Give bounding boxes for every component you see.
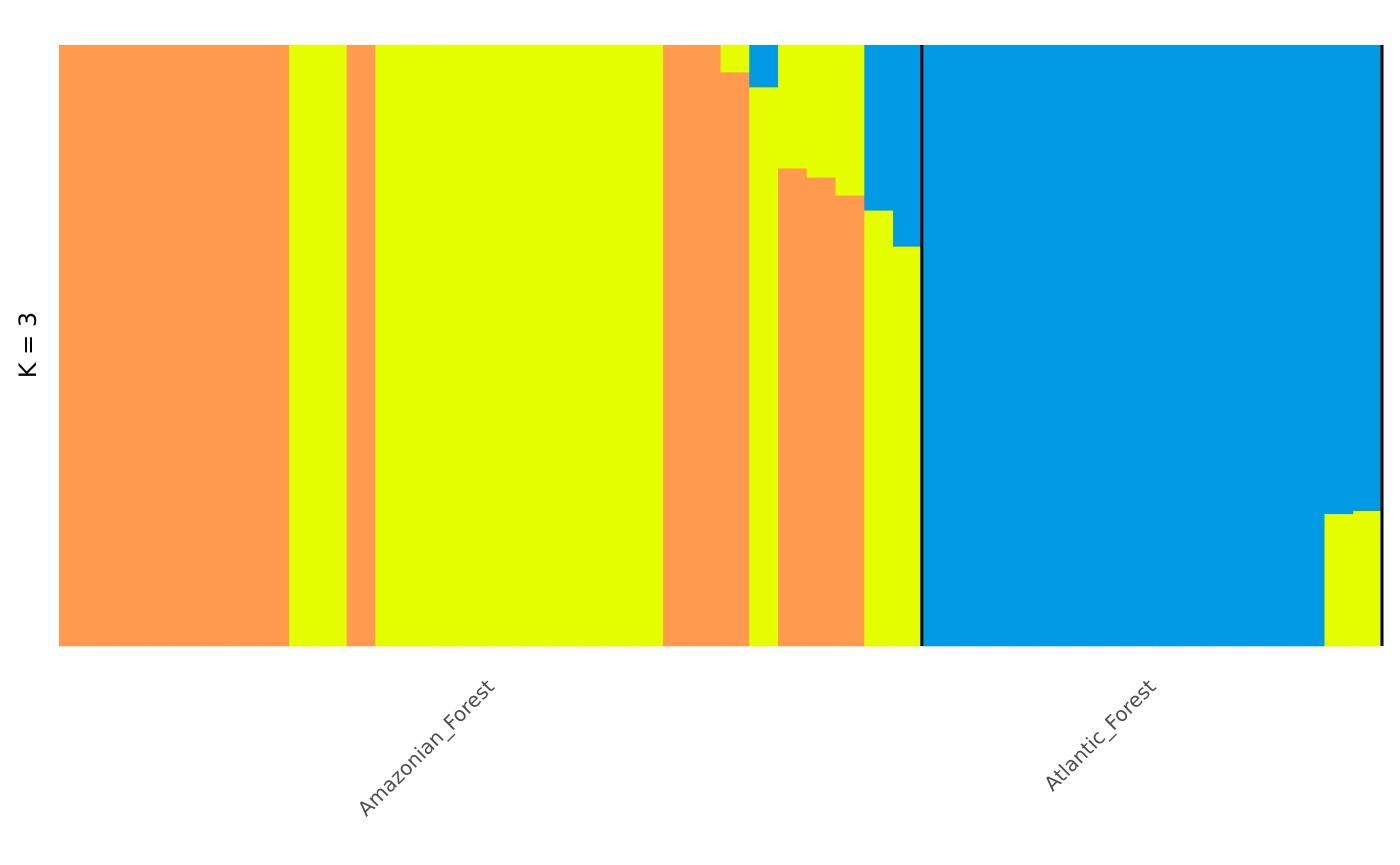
bar-segment-individual-4-cluster-1 — [145, 45, 175, 647]
bar-segment-individual-11-cluster-1 — [346, 45, 376, 647]
bar-segment-individual-33-cluster-3 — [979, 45, 1009, 647]
bar-segment-individual-38-cluster-3 — [1123, 45, 1153, 647]
bar-segment-individual-32-cluster-3 — [950, 45, 980, 647]
bar-segment-individual-29-cluster-2 — [864, 210, 894, 647]
bar-segment-individual-39-cluster-3 — [1151, 45, 1182, 647]
y-axis-label: K = 3 — [14, 312, 42, 378]
bar-segment-individual-23-cluster-1 — [691, 45, 722, 647]
bar-segment-individual-10-cluster-2 — [317, 45, 348, 647]
group-label-1: Amazonian_Forest — [353, 674, 499, 820]
bar-segment-individual-42-cluster-3 — [1238, 45, 1268, 647]
bar-segment-individual-37-cluster-3 — [1094, 45, 1124, 647]
bar-segment-individual-34-cluster-3 — [1008, 45, 1038, 647]
bar-segment-individual-24-cluster-1 — [720, 72, 750, 647]
bar-segment-individual-44-cluster-3 — [1295, 45, 1326, 647]
bar-segment-individual-46-cluster-2 — [1353, 510, 1383, 647]
group-label-2: Atlantic_Forest — [1039, 674, 1160, 795]
bar-segment-individual-20-cluster-2 — [605, 45, 635, 647]
bar-segment-individual-19-cluster-2 — [576, 45, 607, 647]
bar-segment-individual-17-cluster-2 — [519, 45, 549, 647]
bar-segment-individual-45-cluster-2 — [1324, 513, 1354, 647]
bar-segment-individual-13-cluster-2 — [404, 45, 434, 647]
bar-segment-individual-21-cluster-2 — [634, 45, 664, 647]
bar-segment-individual-15-cluster-2 — [461, 45, 492, 647]
bar-segment-individual-27-cluster-2 — [806, 45, 837, 178]
bar-segment-individual-30-cluster-3 — [893, 45, 923, 247]
bar-segment-individual-1-cluster-1 — [59, 45, 89, 647]
bar-segment-individual-9-cluster-2 — [289, 45, 319, 647]
bar-segment-individual-43-cluster-3 — [1266, 45, 1297, 647]
bar-segment-individual-2-cluster-1 — [87, 45, 118, 647]
bar-segment-individual-16-cluster-2 — [490, 45, 520, 647]
bar-segment-individual-3-cluster-1 — [116, 45, 146, 647]
bar-segment-individual-18-cluster-2 — [547, 45, 578, 647]
bar-segment-individual-31-cluster-3 — [921, 45, 952, 647]
bar-segment-individual-25-cluster-2 — [749, 87, 779, 647]
bar-segment-individual-24-cluster-2 — [720, 45, 750, 73]
group-separators — [920, 45, 1384, 646]
bar-segment-individual-5-cluster-1 — [174, 45, 204, 647]
bar-segment-individual-7-cluster-1 — [231, 45, 261, 647]
bar-segment-individual-12-cluster-2 — [375, 45, 405, 647]
bar-segment-individual-22-cluster-1 — [662, 45, 693, 647]
admixture-bars — [59, 45, 1383, 647]
bar-segment-individual-8-cluster-1 — [260, 45, 290, 647]
bar-segment-individual-28-cluster-1 — [835, 195, 865, 647]
bar-segment-individual-27-cluster-1 — [806, 177, 837, 647]
bar-segment-individual-40-cluster-3 — [1180, 45, 1211, 647]
bar-segment-individual-30-cluster-2 — [893, 246, 923, 647]
bar-segment-individual-6-cluster-1 — [202, 45, 233, 647]
bar-segment-individual-45-cluster-3 — [1324, 45, 1354, 515]
bar-segment-individual-41-cluster-3 — [1209, 45, 1239, 647]
bar-segment-individual-26-cluster-2 — [778, 45, 808, 169]
bar-segment-individual-35-cluster-3 — [1036, 45, 1067, 647]
bar-segment-individual-25-cluster-3 — [749, 45, 779, 88]
group-labels: Amazonian_Forest Atlantic_Forest — [353, 674, 1161, 820]
bar-segment-individual-46-cluster-3 — [1353, 45, 1383, 512]
bar-segment-individual-14-cluster-2 — [432, 45, 463, 647]
bar-segment-individual-28-cluster-2 — [835, 45, 865, 196]
bar-segment-individual-29-cluster-3 — [864, 45, 894, 211]
bar-segment-individual-26-cluster-1 — [778, 168, 808, 647]
bar-segment-individual-36-cluster-3 — [1065, 45, 1095, 647]
